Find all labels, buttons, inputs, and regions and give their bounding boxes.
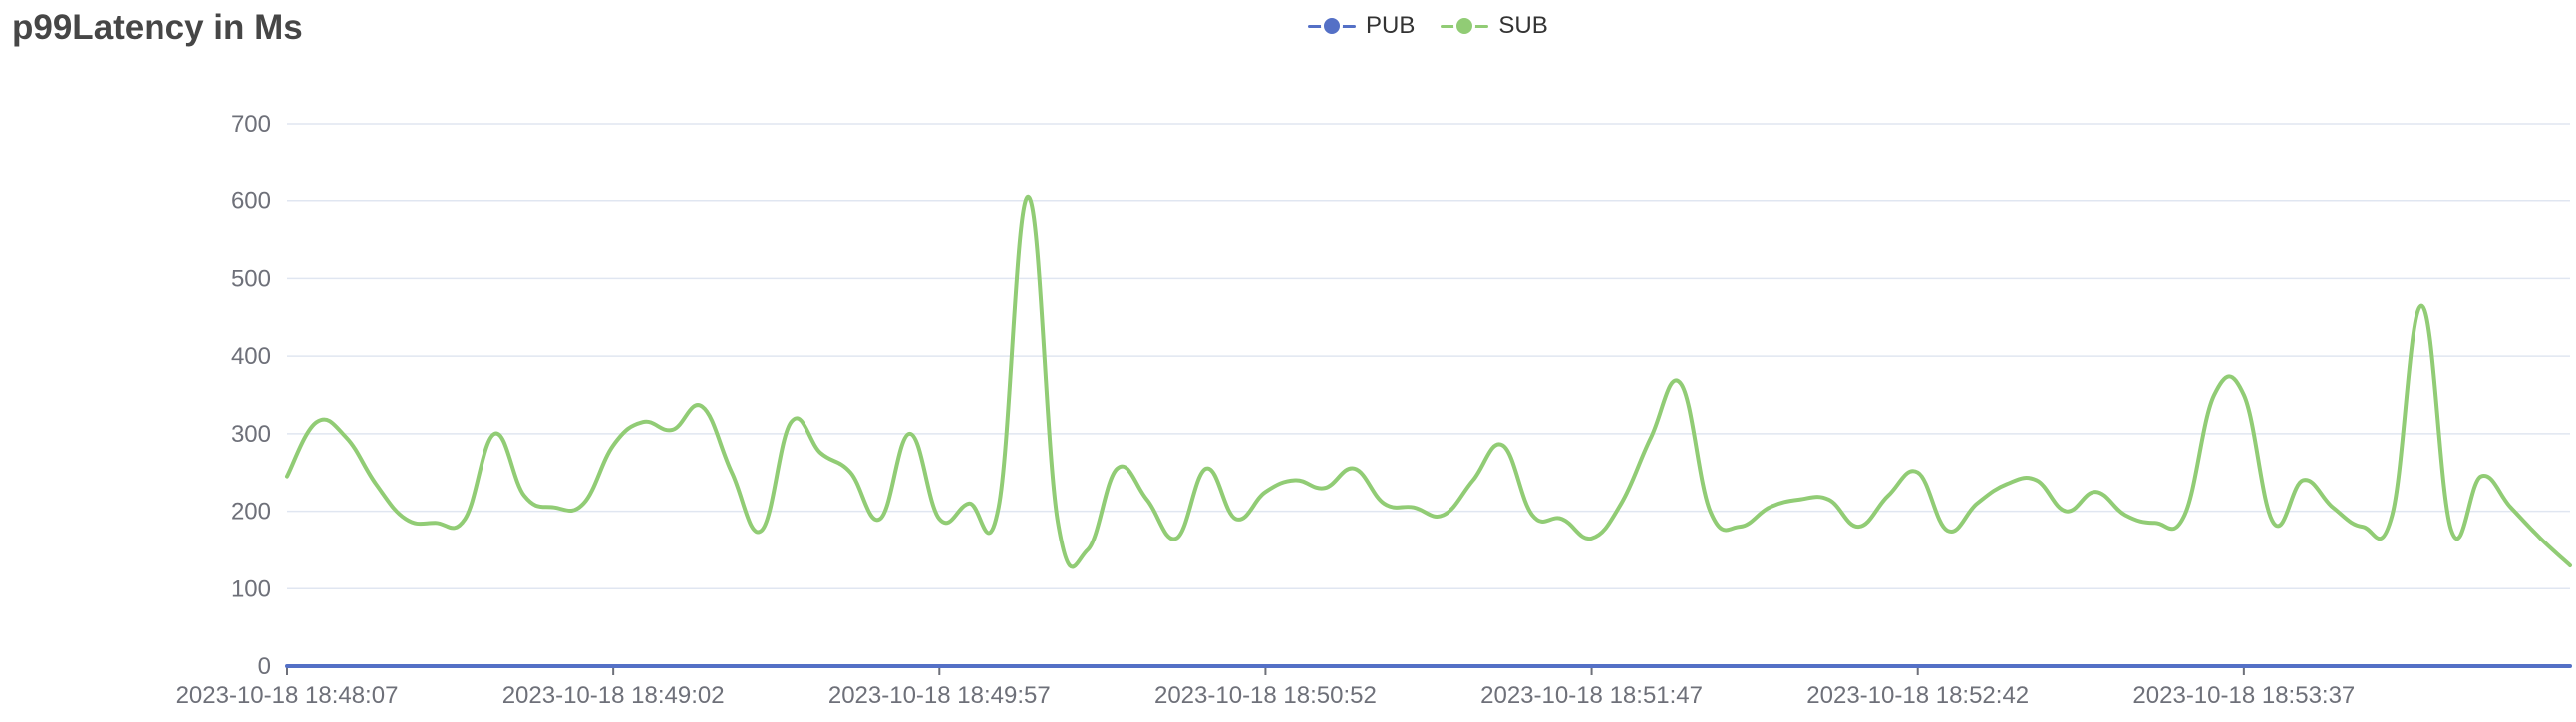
y-tick-label-700: 700 bbox=[231, 111, 271, 138]
y-tick-label-400: 400 bbox=[231, 343, 271, 370]
x-tick-label-2: 2023-10-18 18:49:57 bbox=[828, 682, 1051, 709]
y-tick-label-100: 100 bbox=[231, 575, 271, 602]
legend: PUB SUB bbox=[1308, 10, 1574, 42]
y-tick-label-500: 500 bbox=[231, 265, 271, 292]
x-tick-label-3: 2023-10-18 18:50:52 bbox=[1154, 682, 1377, 709]
chart-title: p99Latency in Ms bbox=[12, 8, 303, 47]
x-tick-label-4: 2023-10-18 18:51:47 bbox=[1480, 682, 1703, 709]
legend-item-sub[interactable]: SUB bbox=[1441, 12, 1548, 40]
y-tick-label-200: 200 bbox=[231, 499, 271, 526]
x-tick-label-6: 2023-10-18 18:53:37 bbox=[2132, 682, 2355, 709]
legend-swatch-pub bbox=[1308, 14, 1356, 38]
legend-label-sub: SUB bbox=[1498, 12, 1548, 39]
y-tick-label-0: 0 bbox=[258, 653, 271, 680]
legend-swatch-sub bbox=[1441, 14, 1489, 38]
x-tick-label-0: 2023-10-18 18:48:07 bbox=[176, 682, 399, 709]
legend-label-pub: PUB bbox=[1366, 12, 1416, 39]
y-tick-label-600: 600 bbox=[231, 188, 271, 215]
legend-dot-pub bbox=[1321, 15, 1343, 37]
x-tick-label-1: 2023-10-18 18:49:02 bbox=[502, 682, 725, 709]
series-line-sub bbox=[285, 194, 2572, 569]
x-tick-label-5: 2023-10-18 18:52:42 bbox=[1806, 682, 2029, 709]
y-tick-label-300: 300 bbox=[231, 421, 271, 448]
legend-item-pub[interactable]: PUB bbox=[1308, 12, 1415, 40]
legend-dot-sub bbox=[1453, 15, 1476, 37]
